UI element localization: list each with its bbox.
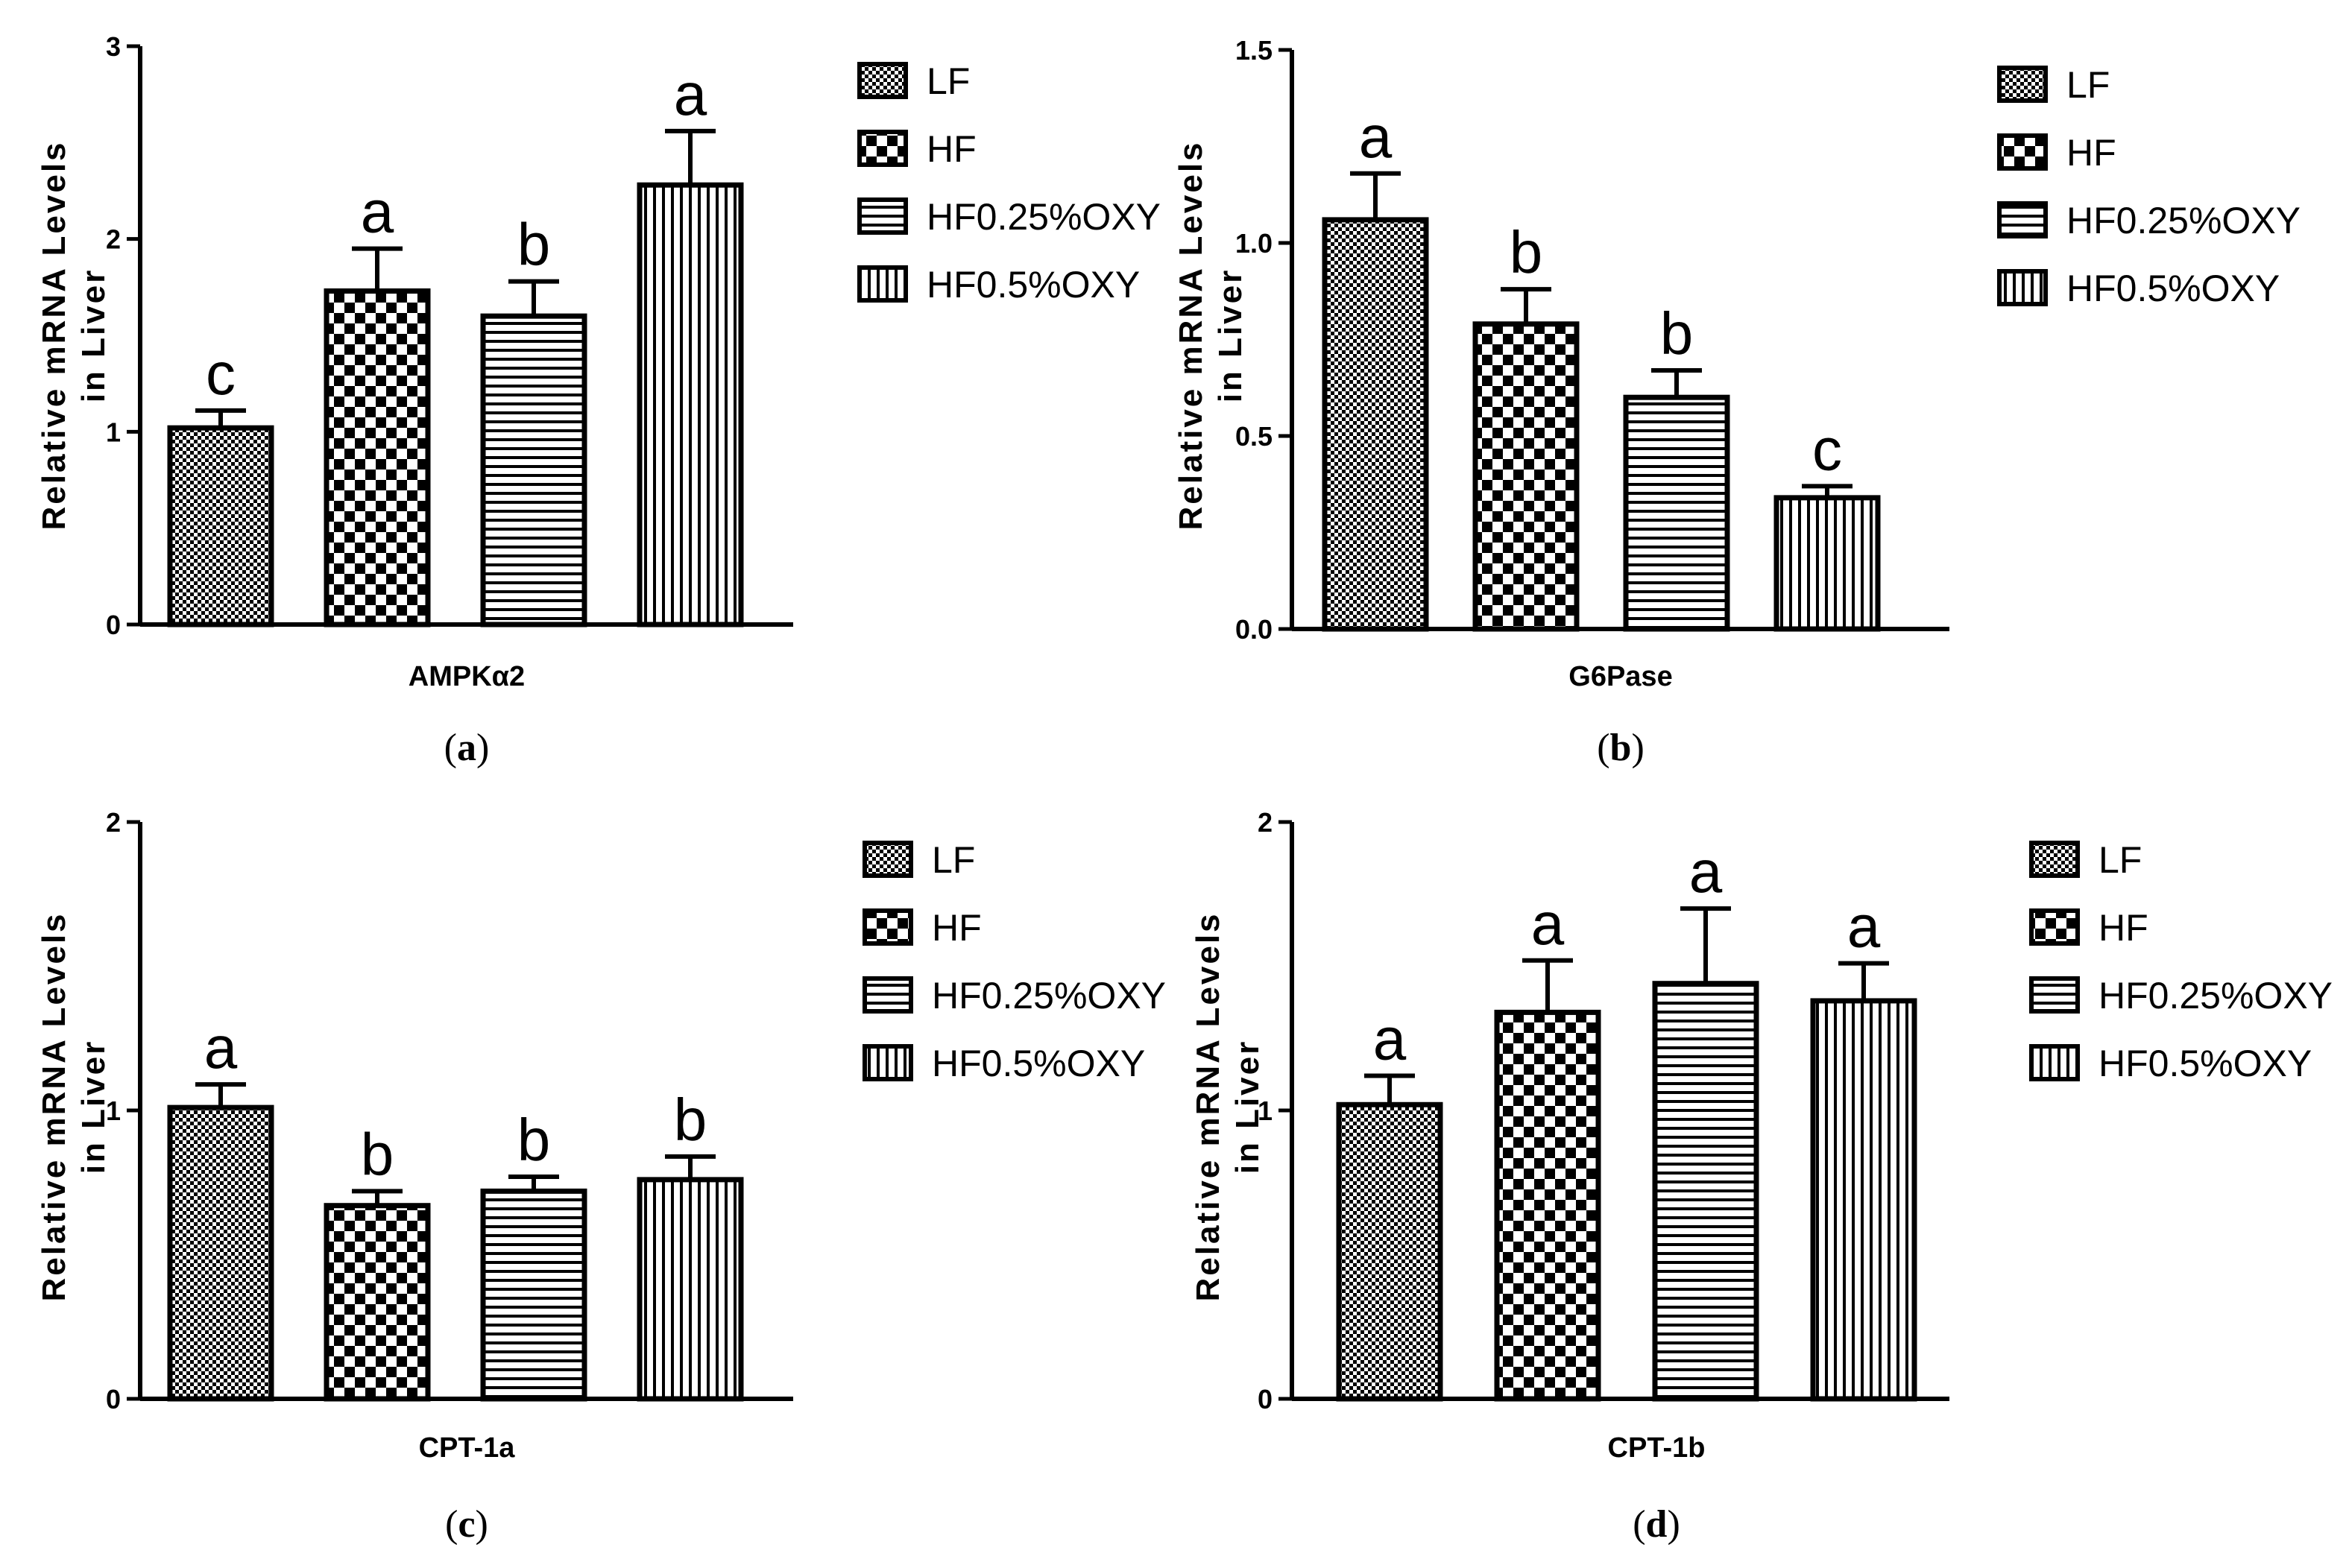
significance-letter: a xyxy=(361,179,394,245)
legend-label: LF xyxy=(927,60,970,102)
y-tick-label: 1.0 xyxy=(1235,228,1273,259)
legend-swatch xyxy=(863,908,913,946)
y-tick-label: 3 xyxy=(106,31,121,62)
y-axis-label-line2: in Liver xyxy=(75,268,112,403)
bar-hf xyxy=(1494,1009,1601,1402)
panel-caption: (d) xyxy=(1633,1503,1680,1546)
significance-letter: a xyxy=(204,1014,238,1081)
y-axis-label: Relative mRNA Levels xyxy=(36,140,72,530)
legend-label: LF xyxy=(932,839,975,881)
bar-lf xyxy=(167,1104,274,1402)
y-tick-label: 2 xyxy=(106,224,121,255)
x-axis-label: AMPKα2 xyxy=(409,661,525,692)
panel-b: Relative mRNA Levels in Liver 0.0 0.5 1.0 1… xyxy=(1173,35,2301,769)
bar-hf0-25-oxy xyxy=(480,313,587,627)
bar-lf xyxy=(1322,217,1429,632)
legend-label: HF xyxy=(2066,132,2116,174)
bar-hf xyxy=(324,288,431,627)
bar-lf xyxy=(1336,1101,1443,1402)
significance-letter: b xyxy=(517,212,551,278)
legend-swatch xyxy=(1997,269,2048,306)
bar-lf xyxy=(167,425,274,627)
significance-letter: a xyxy=(1373,1006,1407,1072)
x-axis-label: G6Pase xyxy=(1568,661,1672,692)
legend-label: HF0.5%OXY xyxy=(927,264,1140,306)
legend-label: HF0.25%OXY xyxy=(932,975,1166,1017)
significance-letter: a xyxy=(674,61,707,127)
legend-swatch xyxy=(863,841,913,878)
significance-letter: a xyxy=(1359,104,1393,170)
y-tick-label: 0 xyxy=(106,1384,121,1414)
bar-hf0-25-oxy xyxy=(1623,394,1730,632)
legend-swatch xyxy=(2029,841,2080,878)
bar-hf xyxy=(1472,321,1580,632)
bar-hf0-5-oxy xyxy=(1810,998,1917,1402)
y-tick-label: 2 xyxy=(1258,807,1273,838)
y-tick-label: 0.5 xyxy=(1235,421,1273,452)
panel-d: Relative mRNA Levels in Liver 0 1 2 a a a a LF H… xyxy=(1190,807,2333,1546)
y-tick-label: 1 xyxy=(106,417,121,447)
panel-caption: (c) xyxy=(445,1503,488,1546)
significance-letter: b xyxy=(361,1121,394,1187)
legend-swatch xyxy=(1997,201,2048,238)
y-tick-label: 2 xyxy=(106,807,121,838)
y-tick-label: 0 xyxy=(106,610,121,640)
significance-letter: b xyxy=(674,1087,707,1153)
legend-label: HF0.25%OXY xyxy=(927,196,1161,238)
bar-hf0-5-oxy xyxy=(1773,495,1881,632)
y-axis-label: Relative mRNA Levels xyxy=(1173,140,1209,530)
significance-letter: a xyxy=(1689,838,1723,905)
legend-label: HF xyxy=(2099,907,2148,949)
y-tick-label: 0.0 xyxy=(1235,614,1273,645)
y-axis-label-line2: in Liver xyxy=(1229,1040,1266,1175)
legend-swatch xyxy=(857,197,908,235)
legend-label: HF0.25%OXY xyxy=(2099,975,2333,1017)
legend-swatch xyxy=(863,1044,913,1081)
bar-hf0-25-oxy xyxy=(1652,981,1759,1402)
y-axis-label-line2: in Liver xyxy=(75,1040,112,1175)
x-axis-label: CPT-1b xyxy=(1608,1432,1706,1464)
significance-letter: b xyxy=(1660,300,1694,367)
y-tick-label: 1.5 xyxy=(1235,35,1273,66)
legend-swatch xyxy=(1997,133,2048,171)
y-tick-label: 0 xyxy=(1258,1384,1273,1414)
legend-label: HF xyxy=(927,128,977,170)
bar-hf0-5-oxy xyxy=(637,182,744,627)
bar-hf xyxy=(324,1203,431,1402)
legend-label: HF xyxy=(932,907,982,949)
panel-c: Relative mRNA Levels in Liver 0 1 2 a b b b LF H… xyxy=(36,807,1166,1546)
bar-hf0-25-oxy xyxy=(480,1188,587,1402)
y-tick-label: 1 xyxy=(1258,1096,1273,1126)
legend-swatch xyxy=(863,976,913,1014)
legend-label: HF0.5%OXY xyxy=(932,1043,1145,1084)
legend-label: HF0.5%OXY xyxy=(2099,1043,2312,1084)
y-axis-label: Relative mRNA Levels xyxy=(36,911,72,1301)
legend-swatch xyxy=(2029,1044,2080,1081)
panel-caption: (a) xyxy=(444,727,490,769)
bar-hf0-5-oxy xyxy=(637,1177,744,1402)
y-axis-label: Relative mRNA Levels xyxy=(1190,911,1226,1301)
legend-label: LF xyxy=(2066,64,2110,106)
significance-letter: a xyxy=(1531,891,1565,957)
legend-label: HF0.5%OXY xyxy=(2066,268,2280,309)
legend-label: HF0.25%OXY xyxy=(2066,200,2301,241)
significance-letter: c xyxy=(1812,416,1842,482)
legend-swatch xyxy=(857,130,908,167)
significance-letter: b xyxy=(1510,219,1543,285)
legend-swatch xyxy=(857,265,908,303)
y-axis-label-line2: in Liver xyxy=(1212,268,1249,403)
legend-label: LF xyxy=(2099,839,2142,881)
legend-swatch xyxy=(2029,908,2080,946)
y-tick-label: 1 xyxy=(106,1096,121,1126)
significance-letter: c xyxy=(206,341,236,407)
panel-a: Relative mRNA Levels in Liver 0 1 2 3 c a b a LF… xyxy=(36,31,1161,769)
legend-swatch xyxy=(1997,66,2048,103)
legend-swatch xyxy=(857,62,908,99)
significance-letter: a xyxy=(1847,894,1881,960)
significance-letter: b xyxy=(517,1107,551,1173)
x-axis-label: CPT-1a xyxy=(419,1432,516,1464)
legend-swatch xyxy=(2029,976,2080,1014)
panel-caption: (b) xyxy=(1597,727,1645,769)
